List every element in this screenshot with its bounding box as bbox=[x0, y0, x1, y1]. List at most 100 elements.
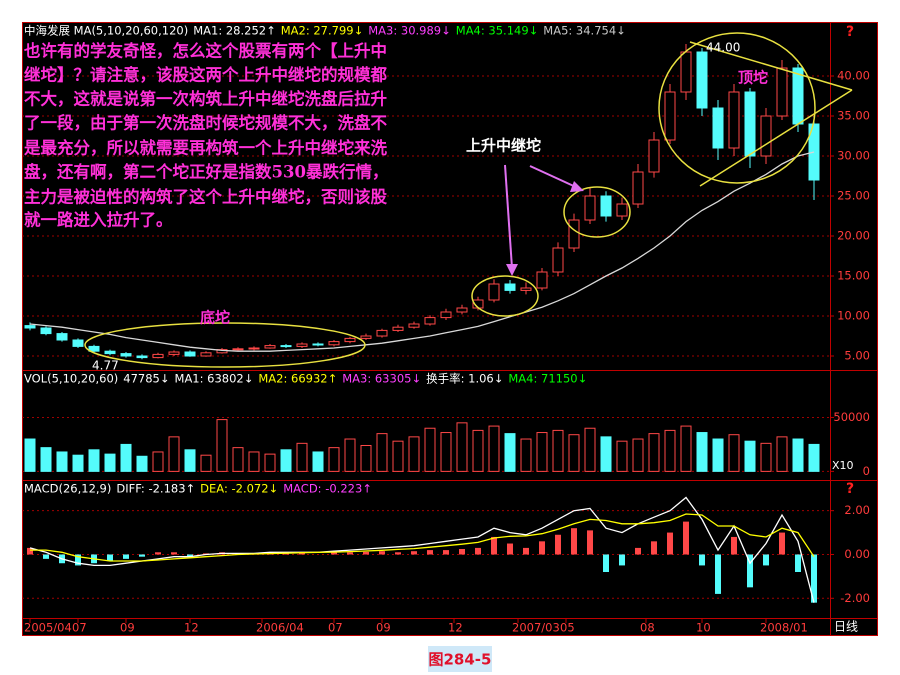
note-line: 是最充分，所以就需要再构筑一个上升中继坨来洗 bbox=[23, 138, 388, 158]
arrow-head bbox=[570, 181, 584, 192]
volume-bar bbox=[488, 425, 500, 472]
candle-body bbox=[200, 352, 212, 357]
macd-bar bbox=[795, 554, 801, 572]
candle-body bbox=[696, 51, 708, 109]
panel-header: MA4: 71150↓ bbox=[508, 372, 587, 386]
macd-bar bbox=[427, 550, 433, 555]
note-line: 了一段，由于第一次洗盘时候坨规模不大，洗盘不 bbox=[24, 113, 388, 133]
candle-body bbox=[664, 91, 676, 141]
panel-header: MA1: 28.252↑ bbox=[193, 24, 276, 38]
macd-bar bbox=[107, 554, 113, 562]
ma-line bbox=[29, 151, 815, 352]
volume-bar bbox=[120, 443, 132, 472]
candle-body bbox=[136, 355, 148, 359]
volume-bar bbox=[776, 436, 788, 472]
macd-bar bbox=[75, 554, 81, 566]
panel-header: DEA: -2.072↓ bbox=[200, 482, 278, 496]
macd-bar bbox=[667, 532, 673, 555]
macd-bar bbox=[283, 553, 289, 555]
x-tick-label: 2006/04 bbox=[256, 621, 304, 635]
macd-bar bbox=[187, 554, 193, 557]
x-tick-label: 12 bbox=[184, 621, 199, 635]
top-label: 顶坨 bbox=[738, 69, 768, 87]
macd-bar bbox=[811, 554, 817, 603]
y-tick-label: 5.00 bbox=[844, 349, 870, 363]
relay-label: 上升中继坨 bbox=[466, 137, 541, 155]
note-line: 就一路进入拉升了。 bbox=[24, 210, 173, 230]
macd-bar bbox=[539, 541, 545, 555]
candle-body bbox=[504, 283, 516, 291]
volume-bar bbox=[424, 427, 436, 472]
note-line: 不大，这就是说第一次构筑上升中继坨洗盘后拉升 bbox=[24, 89, 387, 109]
macd-line bbox=[29, 496, 815, 603]
volume-bar bbox=[200, 454, 212, 472]
candle-body bbox=[584, 195, 596, 221]
y-tick-label: 20.00 bbox=[837, 229, 870, 243]
candle-body bbox=[776, 67, 788, 117]
macd-bar bbox=[523, 547, 529, 555]
candle-body bbox=[120, 353, 132, 357]
arrow bbox=[529, 165, 579, 189]
volume-bar bbox=[344, 438, 356, 472]
volume-bar bbox=[88, 449, 100, 472]
macd-bar bbox=[331, 552, 337, 555]
x-tick-label: 2007/03 bbox=[512, 621, 560, 635]
help-mark: ? bbox=[846, 24, 854, 40]
x-tick-label: 07 bbox=[72, 621, 87, 635]
volume-bar bbox=[712, 438, 724, 472]
volume-bar bbox=[56, 451, 68, 472]
candle-body bbox=[168, 351, 180, 355]
candle-body bbox=[408, 323, 420, 328]
top-ellipse bbox=[658, 32, 816, 184]
bottom-ellipse bbox=[84, 322, 366, 368]
y-tick-label: 0 bbox=[863, 464, 870, 478]
drawings bbox=[84, 32, 853, 368]
volume-bar bbox=[728, 434, 740, 472]
trend-line bbox=[689, 41, 853, 91]
low-label: 4.77 bbox=[92, 359, 119, 373]
volume-bar bbox=[312, 451, 324, 472]
macd-bar bbox=[635, 547, 641, 555]
caption: 图284-5 bbox=[429, 651, 492, 669]
volume-bar bbox=[536, 432, 548, 472]
note-line: 继坨】？请注意，该股这两个上升中继坨的规模都 bbox=[24, 65, 388, 85]
volume-bar bbox=[376, 433, 388, 472]
x-tick-label: 10 bbox=[696, 621, 711, 635]
macd-bar bbox=[155, 552, 161, 555]
candle-body bbox=[728, 91, 740, 149]
volume-bar bbox=[104, 453, 116, 472]
macd-bar bbox=[683, 521, 689, 555]
candle-body bbox=[424, 317, 436, 325]
macd-bar bbox=[395, 552, 401, 555]
y-tick-label: -2.00 bbox=[840, 591, 870, 605]
panel-frames bbox=[22, 22, 878, 636]
volume-bar bbox=[696, 432, 708, 472]
candle-body bbox=[232, 348, 244, 351]
volume-bar bbox=[472, 429, 484, 472]
macd-bar bbox=[443, 550, 449, 555]
y-tick-label: 2.00 bbox=[844, 503, 870, 517]
macd-bar bbox=[171, 552, 177, 555]
macd-bar bbox=[619, 554, 625, 566]
x-tick-label: 2005/04 bbox=[24, 621, 72, 635]
panel-header: MACD(26,12,9) bbox=[24, 482, 111, 496]
volume-bar bbox=[664, 429, 676, 472]
volume-bar bbox=[296, 442, 308, 472]
panel-header: MA2: 66932↑ bbox=[258, 372, 337, 386]
volume-bar bbox=[744, 440, 756, 472]
macd-bar bbox=[347, 552, 353, 555]
macd-bar bbox=[459, 549, 465, 555]
y-tick-label: 10.00 bbox=[837, 309, 870, 323]
candle-body bbox=[600, 195, 612, 217]
bottom-label: 底坨 bbox=[200, 309, 230, 327]
y-tick-label: 35.00 bbox=[837, 109, 870, 123]
candle-body bbox=[184, 351, 196, 357]
volume-bar bbox=[328, 447, 340, 472]
candle-body bbox=[376, 329, 388, 337]
macd-bar bbox=[747, 554, 753, 588]
x-tick-label: 08 bbox=[640, 621, 655, 635]
volume-bar bbox=[280, 449, 292, 472]
candle-body bbox=[152, 353, 164, 359]
macd-bar bbox=[299, 552, 305, 555]
macd-bar bbox=[507, 543, 513, 555]
